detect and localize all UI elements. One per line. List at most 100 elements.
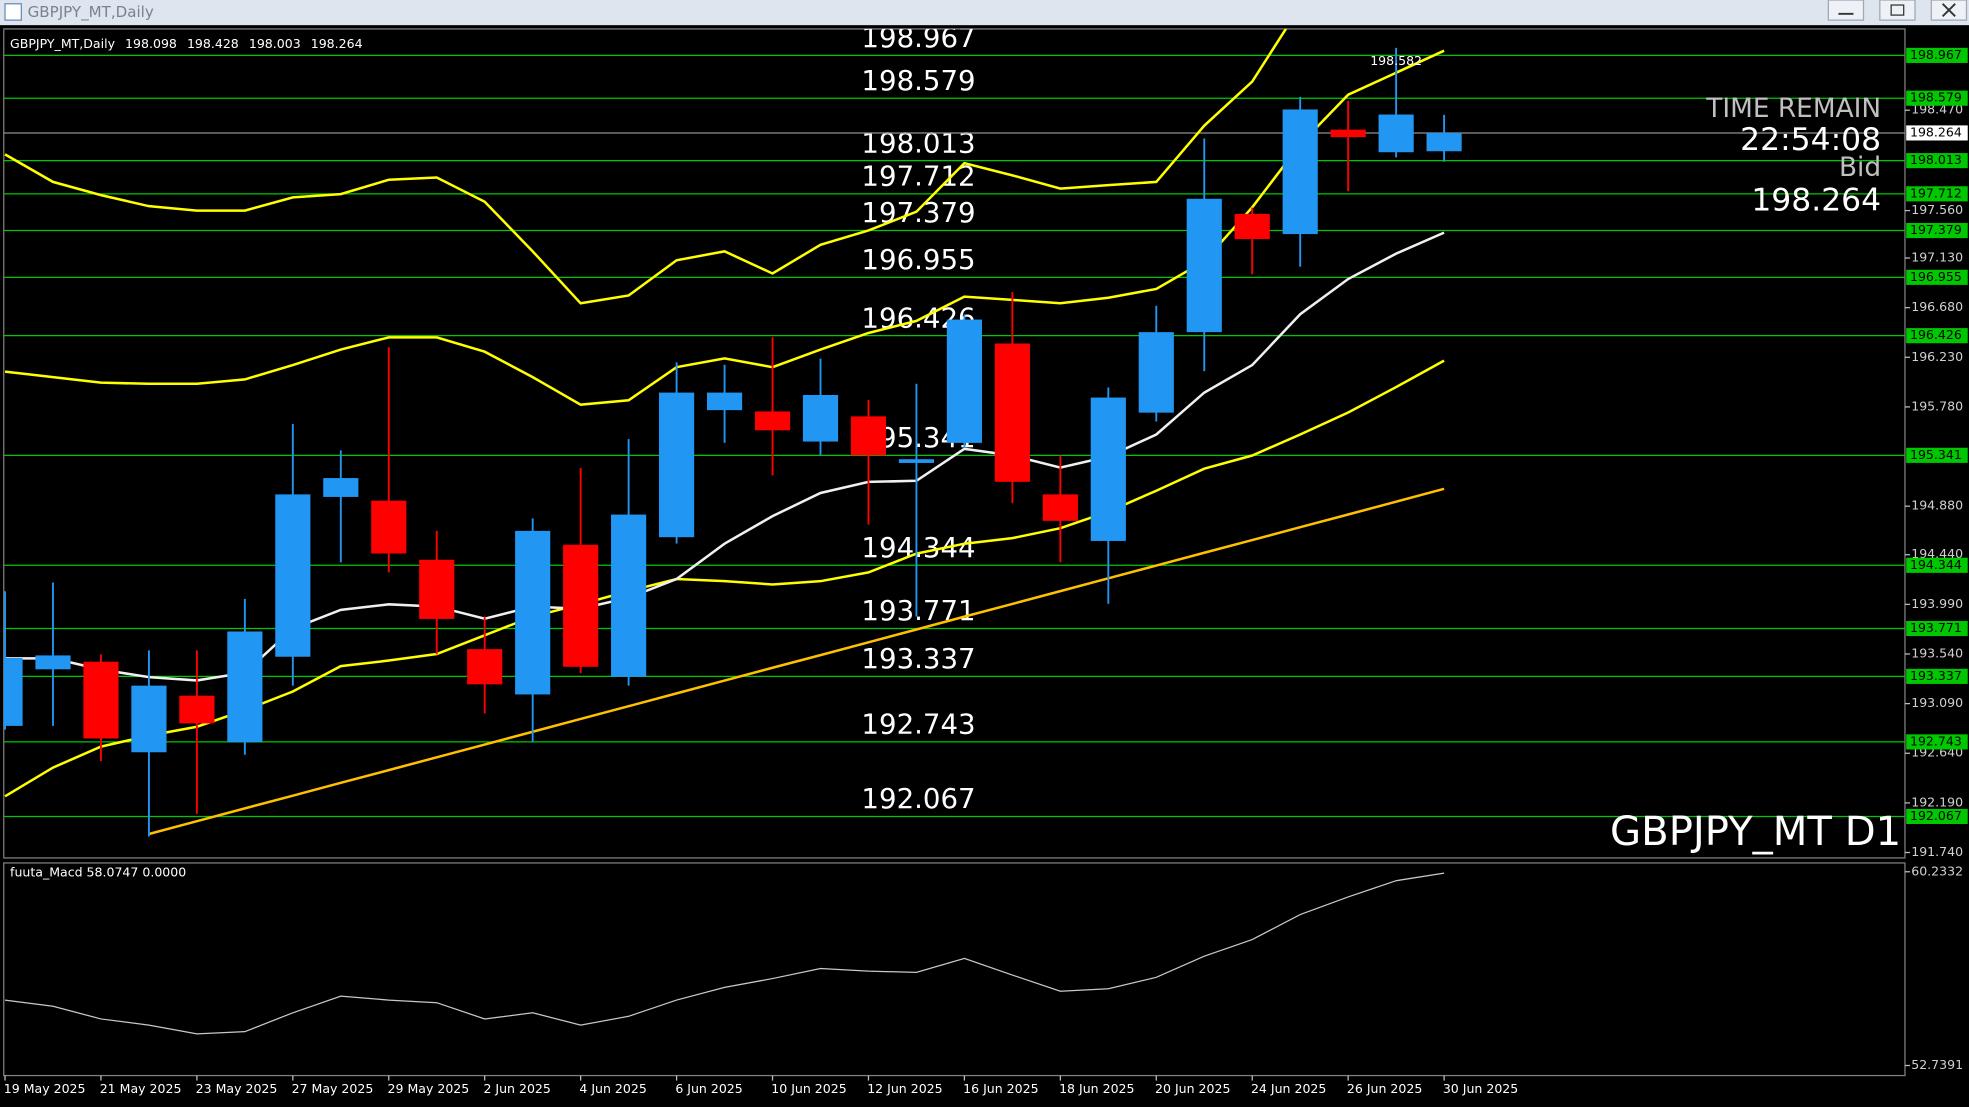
y-tick-label: 193.090 xyxy=(1911,695,1963,710)
symbol-period: GBPJPY_MT D1 xyxy=(1610,809,1901,855)
y-tick-label: 60.2332 xyxy=(1911,863,1963,878)
y-tick-label: 193.540 xyxy=(1911,645,1963,660)
level-label: 197.379 xyxy=(861,196,975,229)
y-tick-label: 195.780 xyxy=(1911,398,1963,413)
level-label: 192.743 xyxy=(861,708,975,741)
candle-body xyxy=(419,559,455,619)
level-price-box xyxy=(1906,808,1968,825)
bid-price: 198.264 xyxy=(1751,182,1881,218)
candle-body xyxy=(179,695,215,724)
candle-body xyxy=(1186,198,1222,333)
candle-body xyxy=(1330,129,1366,138)
level-price-box xyxy=(1906,734,1968,750)
level-label: 196.955 xyxy=(861,243,975,276)
level-price-label: 198.013 xyxy=(1910,152,1962,167)
y-tick-label: 193.990 xyxy=(1911,596,1963,611)
candle-body xyxy=(706,392,743,411)
level-price-box xyxy=(1906,186,1968,202)
candle-body xyxy=(275,494,311,657)
maximize-button[interactable] xyxy=(1879,0,1916,21)
level-price-label: 193.337 xyxy=(1910,668,1962,683)
y-tick-label: 194.880 xyxy=(1911,498,1963,513)
level-price-label: 194.344 xyxy=(1910,557,1962,572)
candle-body xyxy=(323,478,359,497)
x-tick-label: 20 Jun 2025 xyxy=(1155,1081,1230,1096)
x-tick-label: 2 Jun 2025 xyxy=(483,1081,550,1096)
candle-body xyxy=(754,411,791,431)
y-tick-label: 196.680 xyxy=(1911,299,1963,314)
x-tick-label: 26 Jun 2025 xyxy=(1347,1081,1422,1096)
macd-plot xyxy=(4,872,1445,1035)
level-price-box xyxy=(1906,620,1968,637)
level-price-label: 196.426 xyxy=(1910,327,1962,342)
window-icon xyxy=(4,3,22,21)
candle-body xyxy=(850,416,887,456)
y-tick-label: 52.7391 xyxy=(1911,1057,1963,1072)
time-remain-label: TIME REMAIN xyxy=(1705,94,1881,124)
price-window xyxy=(3,28,1906,859)
current-price-label: 198.264 xyxy=(1910,124,1962,139)
y-tick-label: 194.440 xyxy=(1911,546,1963,561)
x-tick-label: 27 May 2025 xyxy=(292,1081,374,1096)
symbol-info: GBPJPY_MT,Daily 198.098 198.428 198.003 198.… xyxy=(10,36,363,51)
level-price-box xyxy=(1906,328,1968,344)
x-tick-label: 10 Jun 2025 xyxy=(771,1081,846,1096)
candle-body xyxy=(1138,332,1174,413)
level-price-label: 192.743 xyxy=(1910,733,1962,748)
y-tick-label: 197.560 xyxy=(1911,202,1963,217)
candle-body xyxy=(563,544,599,667)
level-label: 198.579 xyxy=(861,64,975,97)
x-tick-label: 18 Jun 2025 xyxy=(1059,1081,1134,1096)
level-price-box xyxy=(1906,153,1968,169)
candle-body xyxy=(35,655,71,670)
x-tick-label: 16 Jun 2025 xyxy=(963,1081,1038,1096)
x-tick-label: 29 May 2025 xyxy=(388,1081,470,1096)
ohlc-open: 198.098 xyxy=(125,36,177,51)
level-price-box xyxy=(1906,47,1968,63)
candle-body xyxy=(371,500,407,554)
x-tick-label: 4 Jun 2025 xyxy=(579,1081,646,1096)
level-price-label: 196.955 xyxy=(1910,269,1962,284)
candle-body xyxy=(1042,494,1078,521)
macd-line xyxy=(4,872,1445,1035)
level-price-box xyxy=(1906,557,1968,573)
level-price-box xyxy=(1906,223,1968,239)
window-title: GBPJPY_MT,Daily xyxy=(28,3,154,22)
candle-body xyxy=(802,395,839,442)
candle-body xyxy=(611,514,647,677)
x-tick-label: 21 May 2025 xyxy=(100,1081,182,1096)
x-tick-label: 19 May 2025 xyxy=(4,1081,86,1096)
x-tick-label: 6 Jun 2025 xyxy=(675,1081,742,1096)
ohlc-high: 198.428 xyxy=(187,36,239,51)
ohlc-close: 198.264 xyxy=(311,36,363,51)
candle-body xyxy=(1378,114,1414,153)
candle-body xyxy=(131,685,167,753)
level-price-label: 197.712 xyxy=(1910,185,1962,200)
candle-body xyxy=(227,631,263,743)
level-label: 197.712 xyxy=(861,159,975,192)
candle-body xyxy=(515,530,551,695)
candle-body xyxy=(946,319,982,443)
indicator-line xyxy=(4,28,1288,305)
y-tick-label: 192.190 xyxy=(1911,794,1963,809)
ohlc-low: 198.003 xyxy=(249,36,301,51)
level-price-label: 193.771 xyxy=(1910,620,1962,635)
level-label: 193.771 xyxy=(861,594,975,627)
x-tick-label: 24 Jun 2025 xyxy=(1251,1081,1326,1096)
level-label: 193.337 xyxy=(861,642,975,675)
x-tick-label: 30 Jun 2025 xyxy=(1443,1081,1518,1096)
candle-body xyxy=(1282,109,1318,235)
candle-body xyxy=(994,343,1030,482)
candle-body xyxy=(1090,397,1126,541)
candle-body xyxy=(467,649,503,685)
level-price-label: 197.379 xyxy=(1910,222,1962,237)
x-tick-label: 23 May 2025 xyxy=(196,1081,278,1096)
bid-label: Bid xyxy=(1839,153,1881,183)
macd-title: fuuta_Macd 58.0747 0.0000 xyxy=(10,865,186,880)
level-label: 198.013 xyxy=(861,126,975,159)
minimize-button[interactable] xyxy=(1827,0,1865,21)
candle-body xyxy=(659,392,695,538)
level-label: 198.967 xyxy=(861,21,975,54)
